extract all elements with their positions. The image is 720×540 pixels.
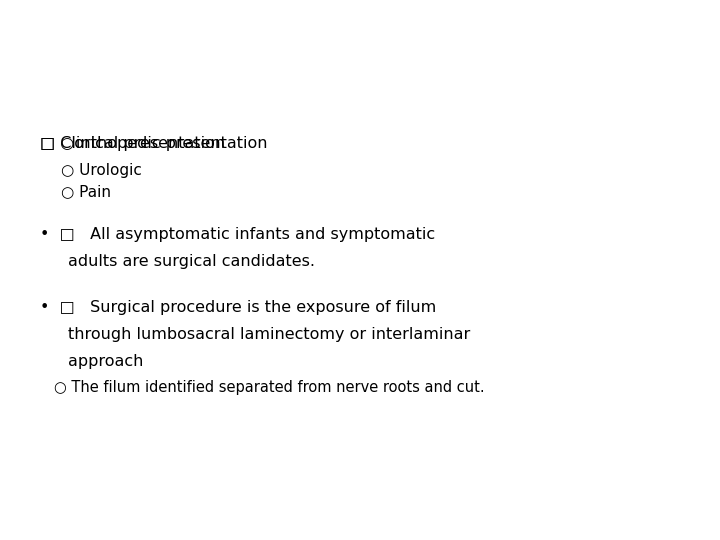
- Text: through lumbosacral laminectomy or interlaminar: through lumbosacral laminectomy or inter…: [68, 327, 471, 342]
- Text: approach: approach: [68, 354, 144, 369]
- Text: •  □   All asymptomatic infants and symptomatic: • □ All asymptomatic infants and symptom…: [40, 227, 435, 242]
- Text: ○ The filum identified separated from nerve roots and cut.: ○ The filum identified separated from ne…: [54, 380, 485, 395]
- Text: ○ Urologic: ○ Urologic: [61, 163, 142, 178]
- Text: □ Clinical presentation: □ Clinical presentation: [40, 136, 225, 151]
- Text: ○ Pain: ○ Pain: [61, 184, 111, 199]
- Text: adults are surgical candidates.: adults are surgical candidates.: [68, 254, 315, 269]
- Text: •  □   Surgical procedure is the exposure of filum: • □ Surgical procedure is the exposure o…: [40, 300, 436, 315]
- Text: □ ○orthopedic presentation: □ ○orthopedic presentation: [40, 136, 267, 151]
